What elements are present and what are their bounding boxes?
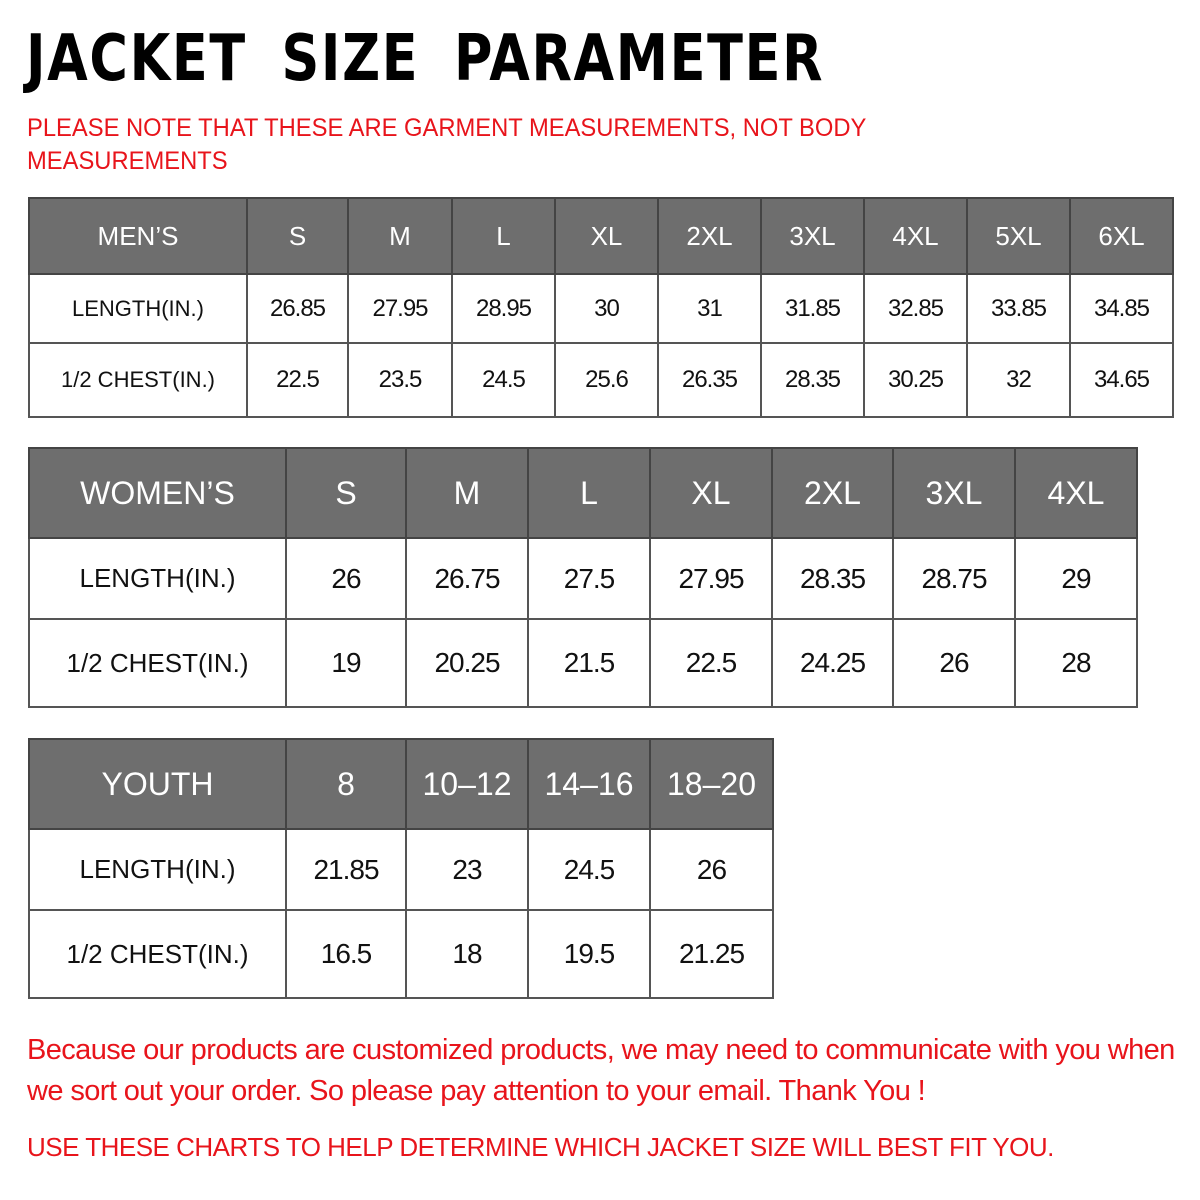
size-header-cell: 3XL: [760, 197, 865, 275]
size-header-cell: M: [347, 197, 453, 275]
measurement-cell: 33.85: [966, 273, 1071, 344]
row-label: LENGTH(IN.): [28, 273, 248, 344]
measurement-cell: 20.25: [405, 618, 529, 708]
youth-size-table: YOUTH 8 10–12 14–16 18–20 LENGTH(IN.) 21.85 23 2…: [28, 738, 774, 999]
table-category-label: YOUTH: [28, 738, 287, 830]
measurement-cell: 25.6: [554, 342, 659, 418]
measurement-cell: 18: [405, 909, 529, 999]
row-label: LENGTH(IN.): [28, 828, 287, 911]
customization-message: Because our products are customized prod…: [27, 1034, 1175, 1107]
measurement-cell: 28.35: [771, 537, 894, 620]
table-row: 1/2 CHEST(IN.) 16.5 18 19.5 21.25: [28, 909, 774, 999]
row-label: 1/2 CHEST(IN.): [28, 618, 287, 708]
row-label: LENGTH(IN.): [28, 537, 287, 620]
table-category-label: MEN’S: [28, 197, 248, 275]
size-header-cell: 6XL: [1069, 197, 1174, 275]
mens-size-table: MEN’S S M L XL 2XL 3XL 4XL 5XL 6XL LENGTH(IN.) 26.8…: [28, 197, 1174, 418]
table-row: LENGTH(IN.) 26.85 27.95 28.95 30 31 31.85 32.85…: [28, 273, 1174, 344]
size-header-cell: S: [285, 447, 407, 539]
table-row: LENGTH(IN.) 21.85 23 24.5 26: [28, 828, 774, 911]
measurement-cell: 26.75: [405, 537, 529, 620]
measurement-cell: 24.5: [451, 342, 556, 418]
measurement-cell: 26: [649, 828, 774, 911]
measurement-cell: 27.95: [347, 273, 453, 344]
measurement-cell: 34.65: [1069, 342, 1174, 418]
womens-size-table: WOMEN’S S M L XL 2XL 3XL 4XL LENGTH(IN.) 26 26.75 2…: [28, 447, 1138, 708]
size-header-cell: 5XL: [966, 197, 1071, 275]
header-row: WOMEN’S S M L XL 2XL 3XL 4XL: [28, 447, 1138, 539]
measurement-cell: 34.85: [1069, 273, 1174, 344]
size-header-cell: 3XL: [892, 447, 1016, 539]
measurement-cell: 31.85: [760, 273, 865, 344]
size-header-cell: 4XL: [1014, 447, 1138, 539]
measurement-cell: 22.5: [246, 342, 349, 418]
header-row: MEN’S S M L XL 2XL 3XL 4XL 5XL 6XL: [28, 197, 1174, 275]
size-header-cell: XL: [554, 197, 659, 275]
measurement-cell: 19: [285, 618, 407, 708]
table-row: 1/2 CHEST(IN.) 19 20.25 21.5 22.5 24.25 26 28: [28, 618, 1138, 708]
size-header-cell: 2XL: [657, 197, 762, 275]
row-label: 1/2 CHEST(IN.): [28, 909, 287, 999]
size-header-cell: M: [405, 447, 529, 539]
table-row: 1/2 CHEST(IN.) 22.5 23.5 24.5 25.6 26.35 28.35…: [28, 342, 1174, 418]
measurement-cell: 26: [285, 537, 407, 620]
measurement-cell: 23: [405, 828, 529, 911]
table-category-label: WOMEN’S: [28, 447, 287, 539]
measurement-note: PLEASE NOTE THAT THESE ARE GARMENT MEASU…: [27, 114, 866, 175]
size-instruction: USE THESE CHARTS TO HELP DETERMINE WHICH…: [27, 1132, 1054, 1162]
size-header-cell: 10–12: [405, 738, 529, 830]
measurement-cell: 19.5: [527, 909, 651, 999]
row-label: 1/2 CHEST(IN.): [28, 342, 248, 418]
size-header-cell: 4XL: [863, 197, 968, 275]
measurement-cell: 32.85: [863, 273, 968, 344]
measurement-cell: 22.5: [649, 618, 773, 708]
measurement-cell: 28: [1014, 618, 1138, 708]
measurement-cell: 31: [657, 273, 762, 344]
measurement-cell: 21.25: [649, 909, 774, 999]
measurement-cell: 28.95: [451, 273, 556, 344]
header-row: YOUTH 8 10–12 14–16 18–20: [28, 738, 774, 830]
measurement-cell: 28.35: [760, 342, 865, 418]
measurement-cell: 26.35: [657, 342, 762, 418]
measurement-cell: 26: [892, 618, 1016, 708]
measurement-cell: 30: [554, 273, 659, 344]
measurement-cell: 21.85: [285, 828, 407, 911]
measurement-cell: 24.5: [527, 828, 651, 911]
size-header-cell: L: [527, 447, 651, 539]
measurement-cell: 21.5: [527, 618, 651, 708]
size-header-cell: XL: [649, 447, 773, 539]
measurement-cell: 30.25: [863, 342, 968, 418]
size-header-cell: 2XL: [771, 447, 894, 539]
measurement-cell: 29: [1014, 537, 1138, 620]
measurement-cell: 26.85: [246, 273, 349, 344]
table-row: LENGTH(IN.) 26 26.75 27.5 27.95 28.35 28.75 29: [28, 537, 1138, 620]
measurement-cell: 28.75: [892, 537, 1016, 620]
size-header-cell: 18–20: [649, 738, 774, 830]
measurement-cell: 27.95: [649, 537, 773, 620]
measurement-cell: 32: [966, 342, 1071, 418]
size-header-cell: 8: [285, 738, 407, 830]
size-header-cell: 14–16: [527, 738, 651, 830]
measurement-cell: 24.25: [771, 618, 894, 708]
page-title: JACKET SIZE PARAMETER: [26, 22, 825, 96]
size-header-cell: L: [451, 197, 556, 275]
size-header-cell: S: [246, 197, 349, 275]
measurement-cell: 23.5: [347, 342, 453, 418]
measurement-cell: 27.5: [527, 537, 651, 620]
measurement-cell: 16.5: [285, 909, 407, 999]
